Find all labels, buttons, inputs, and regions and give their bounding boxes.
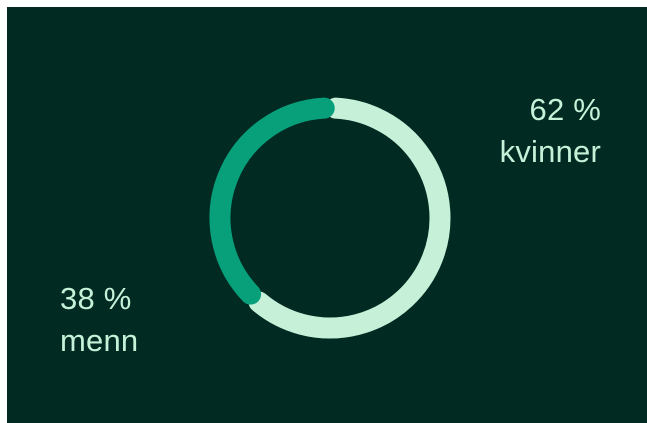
- donut-slice-menn: [209, 97, 335, 305]
- slice-name-menn: menn: [60, 323, 139, 358]
- slice-label-menn: 38 % menn: [60, 278, 138, 362]
- donut-chart: [209, 97, 451, 339]
- slice-label-kvinner: 62 % kvinner: [500, 89, 601, 173]
- slice-value-menn: 38 %: [60, 281, 132, 316]
- donut-slices: [209, 97, 451, 339]
- donut-slice-kvinner: [248, 97, 451, 339]
- chart-panel: 62 % kvinner 38 % menn: [7, 7, 647, 423]
- slice-value-kvinner: 62 %: [529, 92, 601, 127]
- slice-name-kvinner: kvinner: [499, 134, 601, 169]
